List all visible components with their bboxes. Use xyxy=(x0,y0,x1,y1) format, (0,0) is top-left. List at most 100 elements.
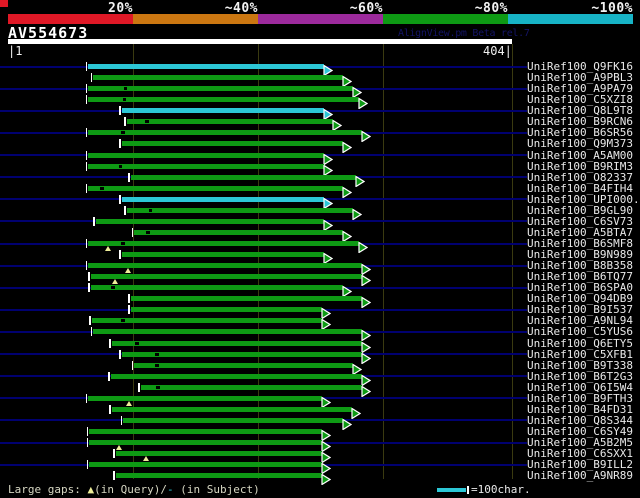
hit-label[interactable]: UniRef100_B6SMF8 xyxy=(527,237,633,250)
hit-label[interactable]: UniRef100_C6SV73 xyxy=(527,214,633,228)
hit-label[interactable]: UniRef100_C6SXX1 xyxy=(527,447,633,461)
hit-label[interactable]: UniRef100_A9PBL3 xyxy=(527,71,633,85)
alignment-start-tick xyxy=(131,360,134,370)
alignment-bar[interactable] xyxy=(123,417,344,423)
alignment-start-tick xyxy=(89,316,91,326)
hit-label[interactable]: UniRef100_C5XZI8 xyxy=(527,93,633,107)
alignment-bar[interactable] xyxy=(88,395,322,401)
watermark-text: AlignView.pm Beta rel.7 xyxy=(398,28,530,39)
alignment-bar[interactable] xyxy=(121,252,325,257)
hit-label[interactable]: UniRef100_A5BTA7 xyxy=(527,225,633,239)
alignment-bar[interactable] xyxy=(89,440,322,445)
alignment-bar[interactable] xyxy=(140,384,362,390)
alignment-bar[interactable] xyxy=(110,373,362,379)
hit-label[interactable]: UniRef100_O82337 xyxy=(527,170,633,184)
alignment-row: UniRef100_C5XZI8 xyxy=(0,93,640,110)
alignment-bar[interactable] xyxy=(111,406,352,412)
hit-label[interactable]: UniRef100_Q94DB9 xyxy=(527,292,633,306)
hit-label[interactable]: UniRef100_Q9FK16 xyxy=(527,60,633,73)
alignment-bar[interactable] xyxy=(134,229,344,235)
alignment-bar[interactable] xyxy=(95,218,325,224)
alignment-bar[interactable] xyxy=(121,196,325,202)
alignment-bar[interactable] xyxy=(111,340,362,346)
alignment-bar[interactable] xyxy=(93,329,362,335)
alignment-bar[interactable] xyxy=(88,185,344,191)
alignment-arrow-icon xyxy=(321,315,332,334)
hit-label[interactable]: UniRef100_A9NR89 xyxy=(527,469,633,483)
alignment-bar[interactable] xyxy=(88,86,354,92)
alignment-bar[interactable] xyxy=(115,451,322,457)
hit-label[interactable]: UniRef100_B6SPA0 xyxy=(527,281,633,295)
hit-label[interactable]: UniRef100_Q8S344 xyxy=(527,413,633,427)
alignment-bar[interactable] xyxy=(90,285,344,291)
alignment-row: UniRef100_B9FTH3 xyxy=(0,391,640,409)
alignment-bar[interactable] xyxy=(88,130,362,136)
hit-label[interactable]: UniRef100_Q8L9T8 xyxy=(527,104,633,118)
hit-label[interactable]: UniRef100_B4FIH4 xyxy=(527,181,633,195)
hit-label[interactable]: UniRef100_A5AM00 xyxy=(527,148,633,162)
hit-label[interactable]: UniRef100_A9PA79 xyxy=(527,82,633,96)
alignment-row: UniRef100_B9RCN6 xyxy=(0,115,640,132)
alignment-bar[interactable] xyxy=(88,263,362,269)
alignment-arrow-icon xyxy=(361,338,372,357)
alignment-bar[interactable] xyxy=(89,462,322,468)
subject-gap-marker xyxy=(123,87,128,91)
hit-label[interactable]: UniRef100_A9NL94 xyxy=(527,314,633,328)
alignment-bar[interactable] xyxy=(130,174,356,180)
alignment-row: UniRef100_O82337 xyxy=(0,170,640,188)
alignment-start-tick xyxy=(109,404,111,414)
alignment-bar[interactable] xyxy=(130,307,322,313)
query-gap-marker xyxy=(143,456,150,462)
hit-label[interactable]: UniRef100_B9GL90 xyxy=(527,203,633,217)
alignment-start-tick xyxy=(113,471,115,481)
hit-label[interactable]: UniRef100_Q9M373 xyxy=(527,137,633,151)
alignment-bar[interactable] xyxy=(126,207,354,213)
alignment-start-tick xyxy=(124,117,126,127)
alignment-bar[interactable] xyxy=(134,362,354,368)
subject-gap-marker xyxy=(155,363,159,367)
alignment-bar[interactable] xyxy=(88,152,325,158)
hit-label[interactable]: UniRef100_C5YUS6 xyxy=(527,325,633,339)
alignment-bar[interactable] xyxy=(91,318,322,324)
alignment-arrow-icon xyxy=(323,216,334,235)
alignment-bar[interactable] xyxy=(93,75,344,81)
hit-label[interactable]: UniRef100_C6SY49 xyxy=(527,425,633,438)
hit-label[interactable]: UniRef100_B6SR56 xyxy=(527,126,633,140)
hit-label[interactable]: UniRef100_B9N989 xyxy=(527,248,633,261)
alignment-bar[interactable] xyxy=(90,274,362,280)
alignment-bar[interactable] xyxy=(88,64,325,69)
hit-label[interactable]: UniRef100_B9RIM3 xyxy=(527,159,633,173)
hit-label[interactable]: UniRef100_B9I537 xyxy=(527,303,633,317)
hit-label[interactable]: UniRef100_C5XFB1 xyxy=(527,347,633,361)
hit-label[interactable]: UniRef100_B6T2G3 xyxy=(527,369,633,383)
hit-label[interactable]: UniRef100_B9T338 xyxy=(527,358,633,372)
hit-label[interactable]: UniRef100_B9RCN6 xyxy=(527,115,633,129)
hit-label[interactable]: UniRef100_B9FTH3 xyxy=(527,391,633,405)
alignment-bar[interactable] xyxy=(126,119,334,125)
hit-label[interactable]: UniRef100_Q6I5W4 xyxy=(527,380,633,394)
alignment-bar[interactable] xyxy=(88,163,325,169)
hit-label[interactable]: UniRef100_B8B358 xyxy=(527,259,633,273)
hit-label[interactable]: UniRef100_Q6ETY5 xyxy=(527,336,633,350)
hit-label[interactable]: UniRef100_B6TQ77 xyxy=(527,270,633,284)
hit-label[interactable]: UniRef100_B9ILL2 xyxy=(527,458,633,472)
hit-label[interactable]: UniRef100_A5B2M5 xyxy=(527,436,633,449)
alignment-bar[interactable] xyxy=(89,429,322,434)
alignment-arrow-icon xyxy=(323,249,334,268)
identity-scale-segment xyxy=(508,14,633,24)
alignment-bar[interactable] xyxy=(121,351,362,357)
alignment-row: UniRef100_B6SMF8 xyxy=(0,237,640,254)
alignment-start-tick xyxy=(85,150,87,160)
alignment-start-tick xyxy=(119,349,121,359)
alignment-bar[interactable] xyxy=(130,296,362,302)
subject-gap-text: (in Subject) xyxy=(173,483,260,496)
alignment-arrow-icon xyxy=(342,138,353,157)
hit-label[interactable]: UniRef100_B4FD31 xyxy=(527,402,633,416)
alignment-bar[interactable] xyxy=(88,97,360,103)
hit-label[interactable]: UniRef100_UPI000.. xyxy=(527,192,640,206)
alignment-bar[interactable] xyxy=(121,141,344,147)
alignment-bar[interactable] xyxy=(88,241,360,246)
alignment-bar[interactable] xyxy=(115,473,322,479)
alignment-row: UniRef100_A5AM00 xyxy=(0,148,640,166)
alignment-bar[interactable] xyxy=(121,108,325,114)
